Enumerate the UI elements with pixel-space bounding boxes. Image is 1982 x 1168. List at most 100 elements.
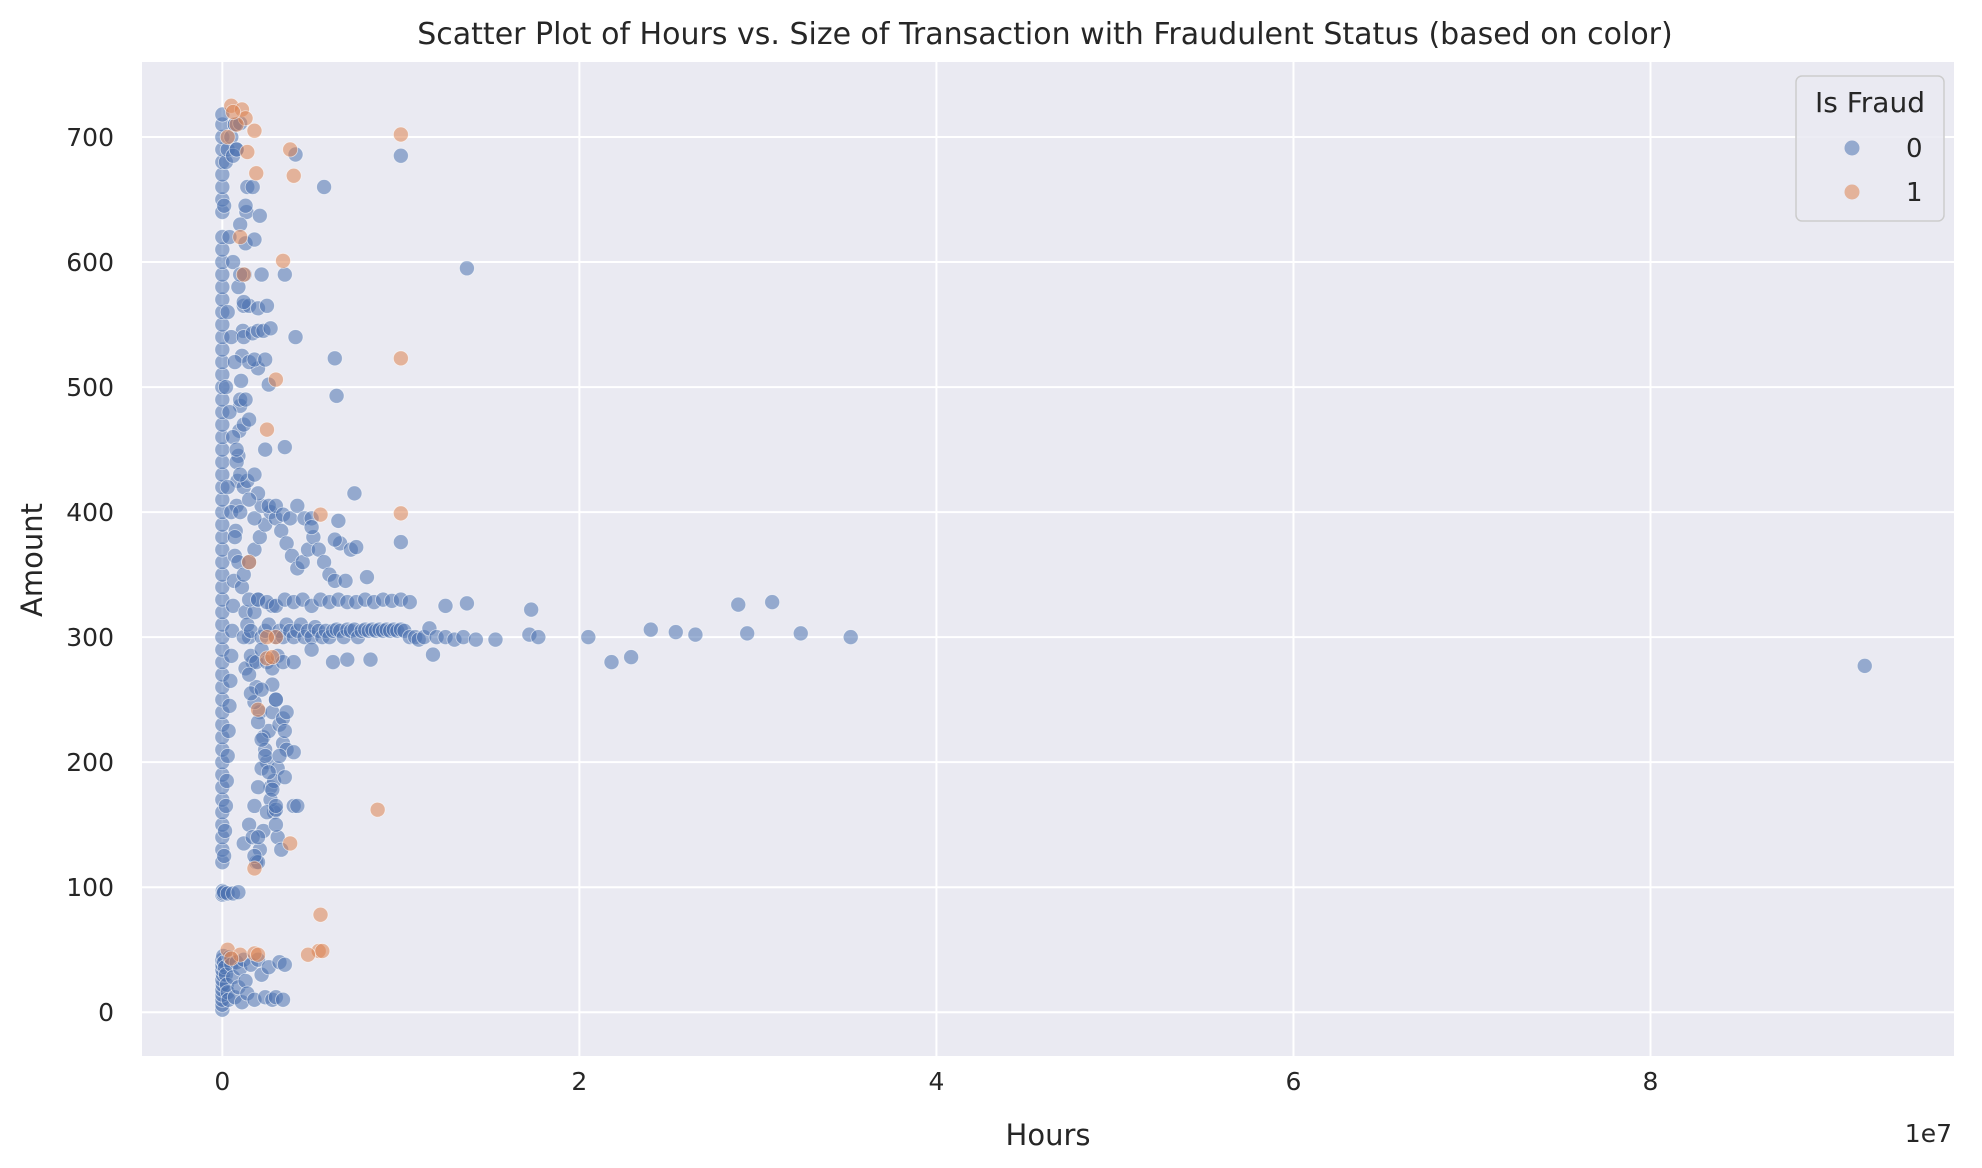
data-point-series-0 (326, 350, 343, 367)
data-point-series-1 (392, 505, 409, 522)
y-tick-label: 600 (66, 248, 114, 277)
data-point-series-0 (226, 354, 243, 370)
data-point-series-1 (282, 141, 299, 158)
data-point-series-1 (235, 266, 252, 283)
data-point-series-0 (218, 773, 235, 789)
data-point-series-1 (232, 229, 249, 245)
data-point-series-1 (259, 421, 275, 438)
data-point-series-0 (250, 779, 266, 796)
data-point-series-0 (337, 572, 354, 589)
data-point-series-0 (230, 884, 247, 901)
data-point-series-1 (246, 860, 263, 877)
data-point-series-0 (218, 798, 234, 814)
data-point-series-0 (392, 534, 409, 551)
data-point-series-0 (303, 641, 320, 658)
data-point-series-0 (459, 260, 475, 277)
data-point-series-0 (437, 597, 454, 614)
data-point-series-0 (459, 595, 475, 612)
data-point-series-0 (276, 439, 293, 455)
data-point-series-0 (219, 304, 236, 320)
data-point-series-0 (253, 731, 270, 748)
data-point-series-0 (219, 748, 236, 764)
data-point-series-1 (285, 167, 302, 184)
data-point-series-1 (241, 554, 258, 571)
data-point-series-0 (276, 266, 293, 283)
legend-box (1795, 75, 1945, 222)
legend-marker-1 (1844, 184, 1860, 200)
data-point-series-0 (328, 387, 345, 404)
data-point-series-0 (251, 207, 268, 224)
y-tick-labels: 0 100 200 300 400 500 600 700 (66, 123, 114, 1027)
data-point-series-0 (580, 629, 597, 646)
data-point-series-0 (764, 594, 781, 611)
legend-label-0: 0 (1906, 134, 1923, 164)
data-point-series-1 (239, 144, 256, 160)
data-point-series-0 (232, 504, 249, 521)
data-point-series-1 (312, 906, 329, 923)
data-point-series-0 (260, 764, 277, 781)
chart-title: Scatter Plot of Hours vs. Size of Transa… (417, 17, 1672, 52)
data-point-series-1 (250, 946, 266, 963)
data-point-series-0 (244, 179, 261, 195)
data-points (214, 97, 1873, 1018)
data-point-series-0 (216, 197, 233, 214)
plot-area (142, 62, 1954, 1056)
data-point-series-1 (250, 701, 266, 718)
data-point-series-0 (235, 294, 252, 310)
data-point-series-0 (253, 681, 270, 698)
y-tick-label: 200 (66, 748, 114, 777)
data-point-series-0 (792, 625, 809, 642)
data-point-series-0 (219, 479, 236, 496)
data-point-series-1 (369, 801, 386, 818)
x-tick-label: 4 (928, 1067, 944, 1096)
data-point-series-0 (326, 531, 343, 548)
data-point-series-1 (312, 506, 329, 523)
y-tick-label: 700 (66, 123, 114, 152)
data-point-series-0 (1856, 658, 1873, 674)
data-point-series-0 (225, 254, 241, 270)
x-tick-label: 8 (1643, 1067, 1659, 1096)
y-tick-label: 400 (66, 498, 114, 527)
data-point-series-0 (667, 624, 684, 641)
data-point-series-1 (275, 252, 291, 269)
data-point-series-1 (248, 165, 265, 182)
data-point-series-0 (278, 704, 295, 721)
data-point-series-0 (220, 723, 237, 739)
data-point-series-0 (523, 601, 540, 618)
data-point-series-0 (225, 597, 241, 614)
legend: Is Fraud 0 1 (1795, 75, 1945, 222)
data-point-series-0 (241, 411, 258, 428)
data-point-series-0 (259, 297, 275, 314)
x-tick-label: 0 (214, 1067, 230, 1096)
data-point-series-0 (267, 798, 284, 814)
data-point-series-0 (330, 512, 347, 529)
x-tick-labels: 0 2 4 6 8 (214, 1067, 1658, 1096)
data-point-series-0 (257, 748, 274, 764)
data-point-series-0 (250, 829, 266, 846)
x-axis-label: Hours (1006, 1118, 1091, 1152)
data-point-series-0 (228, 441, 245, 458)
data-point-series-0 (233, 372, 249, 389)
data-point-series-0 (267, 691, 284, 708)
data-point-series-1 (300, 946, 316, 963)
data-point-series-0 (216, 848, 233, 864)
legend-marker-0 (1844, 140, 1860, 156)
data-point-series-0 (237, 391, 254, 408)
y-tick-label: 500 (66, 373, 114, 402)
data-point-series-0 (262, 320, 279, 337)
data-point-series-0 (392, 147, 409, 164)
data-point-series-0 (687, 626, 704, 643)
data-point-series-1 (264, 649, 281, 666)
data-point-series-0 (425, 646, 441, 663)
data-point-series-0 (223, 647, 240, 664)
data-point-series-0 (257, 351, 274, 368)
data-point-series-0 (221, 698, 238, 714)
legend-label-1: 1 (1906, 178, 1923, 208)
data-point-series-0 (285, 654, 302, 671)
data-point-series-0 (218, 379, 234, 395)
data-point-series-0 (289, 798, 306, 814)
data-point-series-0 (289, 497, 306, 514)
data-point-series-0 (623, 649, 640, 666)
data-point-series-1 (225, 104, 241, 120)
